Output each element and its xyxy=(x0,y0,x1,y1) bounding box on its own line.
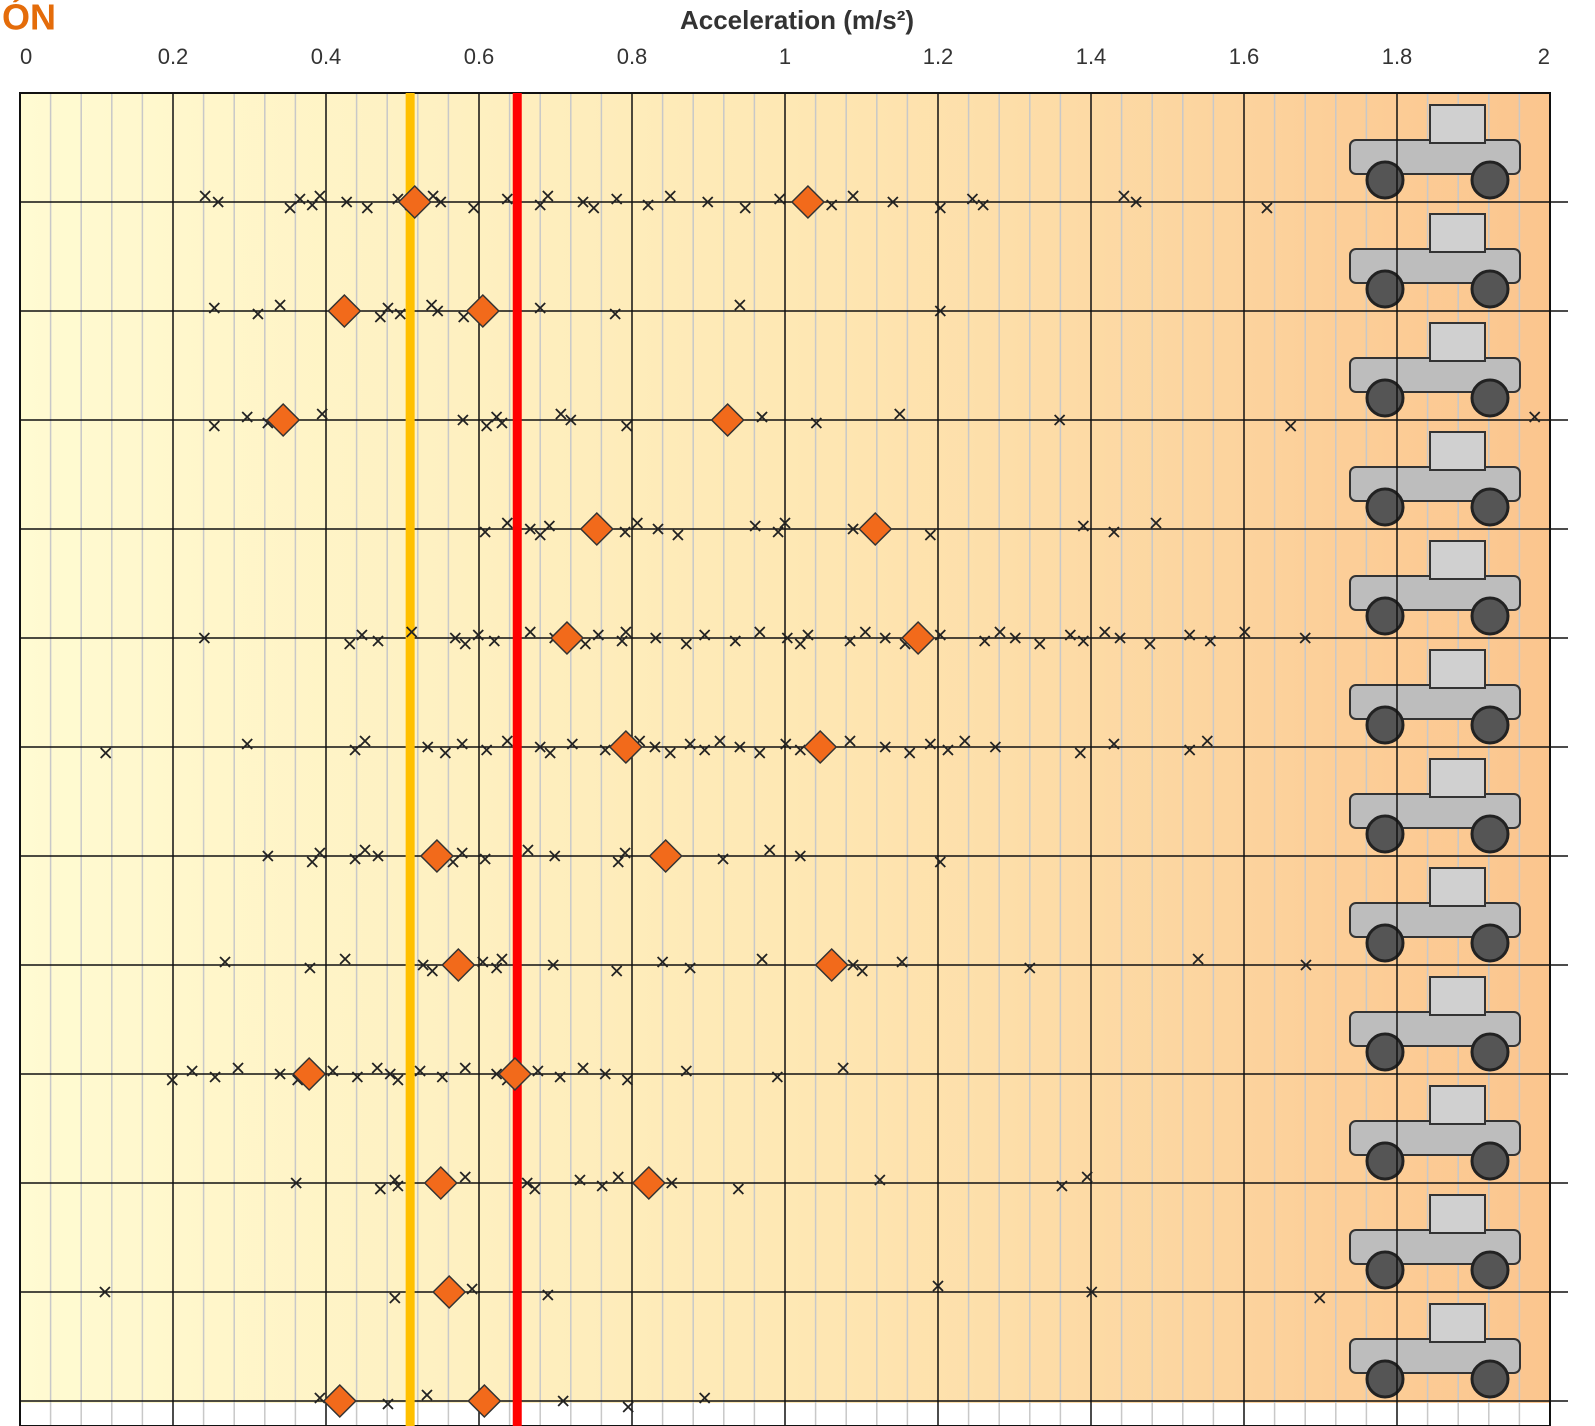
x-tick-label: 0.2 xyxy=(158,44,189,69)
icon-wheel xyxy=(1472,1252,1508,1288)
x-tick-label: 0 xyxy=(20,44,32,69)
x-tick-label: 0.6 xyxy=(464,44,495,69)
x-tick-label: 0.4 xyxy=(311,44,342,69)
icon-cab xyxy=(1430,868,1485,906)
icon-wheel xyxy=(1472,271,1508,307)
icon-wheel xyxy=(1472,707,1508,743)
chart-title: ÓN xyxy=(2,0,56,38)
icon-cab xyxy=(1430,1086,1485,1124)
icon-wheel xyxy=(1472,489,1508,525)
icon-wheel xyxy=(1472,1034,1508,1070)
icon-wheel xyxy=(1472,1361,1508,1397)
icon-cab xyxy=(1430,977,1485,1015)
icon-cab xyxy=(1430,759,1485,797)
icon-cab xyxy=(1430,105,1485,143)
icon-wheel xyxy=(1472,162,1508,198)
icon-wheel xyxy=(1472,925,1508,961)
x-tick-label: 1.6 xyxy=(1229,44,1260,69)
icon-cab xyxy=(1430,650,1485,688)
x-tick-label: 1.8 xyxy=(1382,44,1413,69)
icon-cab xyxy=(1430,1304,1485,1342)
icon-wheel xyxy=(1472,598,1508,634)
icon-cab xyxy=(1430,214,1485,252)
x-tick-label: 1 xyxy=(779,44,791,69)
icon-wheel xyxy=(1472,380,1508,416)
x-tick-label: 0.8 xyxy=(617,44,648,69)
icon-wheel xyxy=(1472,1143,1508,1179)
icon-cab xyxy=(1430,1195,1485,1233)
chart: ÓN Acceleration (m/s²) 0 0.2 0.4 0.6 0.8 1 1.2… xyxy=(0,0,1595,1426)
icon-cab xyxy=(1430,541,1485,579)
x-tick-label: 1.4 xyxy=(1076,44,1107,69)
icon-cab xyxy=(1430,323,1485,361)
x-tick-label: 2 xyxy=(1538,44,1550,69)
icon-wheel xyxy=(1472,816,1508,852)
icon-cab xyxy=(1430,432,1485,470)
x-tick-label: 1.2 xyxy=(923,44,954,69)
x-axis-label: Acceleration (m/s²) xyxy=(680,5,914,35)
